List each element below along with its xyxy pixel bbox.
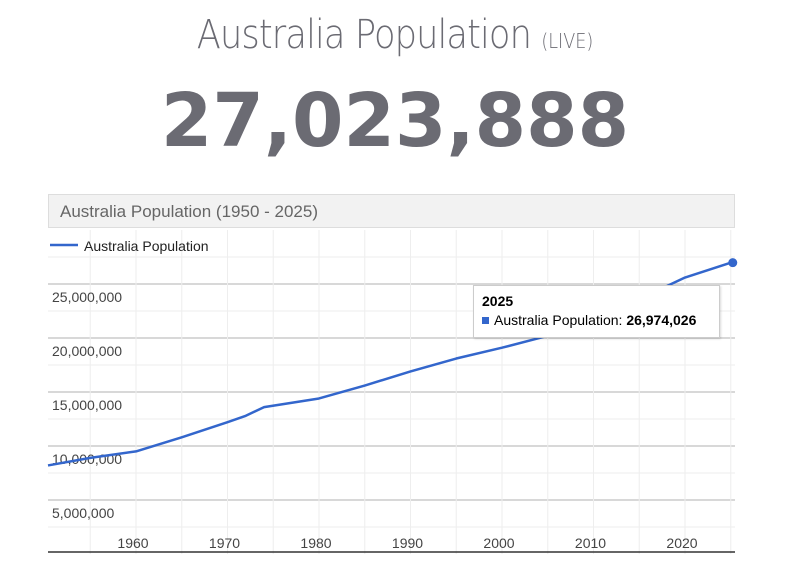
y-tick-label: 20,000,000 [52,343,122,359]
x-tick-label: 2000 [483,535,514,551]
x-tick-label: 1970 [209,535,240,551]
page-title: Australia Population (LIVE) [47,12,742,58]
x-tick-label: 2020 [666,535,697,551]
x-tick-label: 1990 [392,535,423,551]
tooltip-year: 2025 [482,293,514,309]
chart-tooltip: 2025 Australia Population: 26,974,026 [473,285,720,338]
y-tick-label: 25,000,000 [52,289,122,305]
live-label: (LIVE) [541,29,594,53]
live-population-counter: 27,023,888 [160,78,630,164]
x-tick-label: 1980 [300,535,331,551]
tooltip-label: Australia Population: [494,312,623,328]
x-tick-label: 1960 [117,535,148,551]
series-square-icon [482,317,489,324]
chart-title: Australia Population (1950 - 2025) [48,194,735,228]
title-text: Australia Population [196,12,532,58]
tooltip-value: 26,974,026 [626,312,697,328]
y-tick-label: 15,000,000 [52,397,122,413]
data-point-highlight [728,258,738,268]
x-tick-label: 2010 [575,535,606,551]
y-tick-label: 5,000,000 [52,505,114,521]
legend-label: Australia Population [84,238,209,254]
